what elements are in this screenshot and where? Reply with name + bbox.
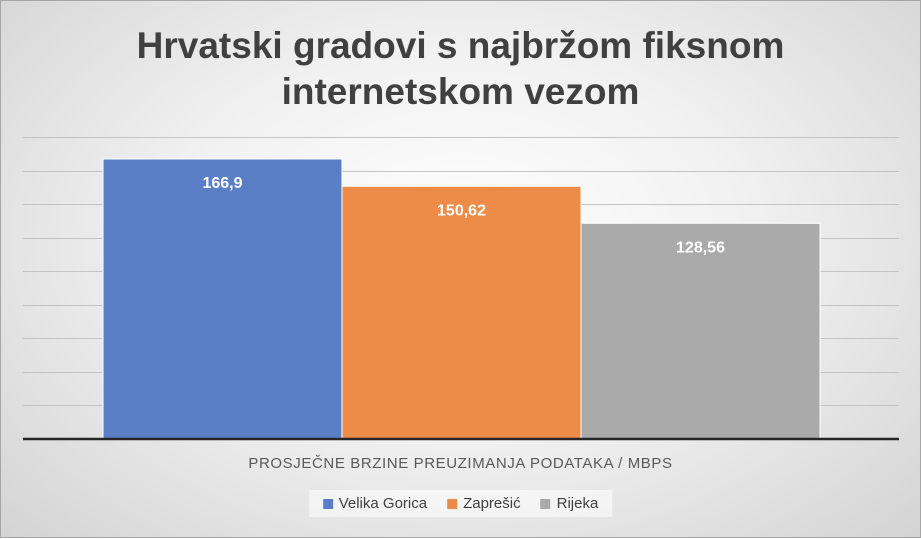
chart-title-line-2: internetskom vezom [281, 71, 640, 112]
bar-1 [341, 185, 582, 440]
legend-label-zapresic: Zaprešić [463, 495, 521, 512]
chart-title: Hrvatski gradovi s najbržom fiksnom inte… [1, 23, 920, 115]
data-label-1: 150,62 [437, 202, 486, 219]
legend: Velika Gorica Zaprešić Rijeka [308, 490, 613, 517]
bar-2 [580, 222, 821, 440]
legend-swatch-velika-gorica [322, 498, 333, 509]
legend-swatch-zapresic [447, 498, 458, 509]
legend-label-rijeka: Rijeka [556, 495, 599, 512]
legend-item-velika-gorica: Velika Gorica [322, 495, 428, 512]
legend-swatch-rijeka [540, 498, 551, 509]
legend-item-rijeka: Rijeka [540, 495, 599, 512]
data-label-2: 128,56 [676, 239, 725, 256]
bar-0 [102, 158, 343, 440]
data-label-0: 166,9 [202, 175, 242, 192]
legend-label-velika-gorica: Velika Gorica [338, 495, 428, 512]
x-axis-title: PROSJEČNE BRZINE PREUZIMANJA PODATAKA / … [248, 455, 673, 472]
chart-title-line-1: Hrvatski gradovi s najbržom fiksnom [136, 25, 785, 66]
legend-item-zapresic: Zaprešić [447, 495, 521, 512]
